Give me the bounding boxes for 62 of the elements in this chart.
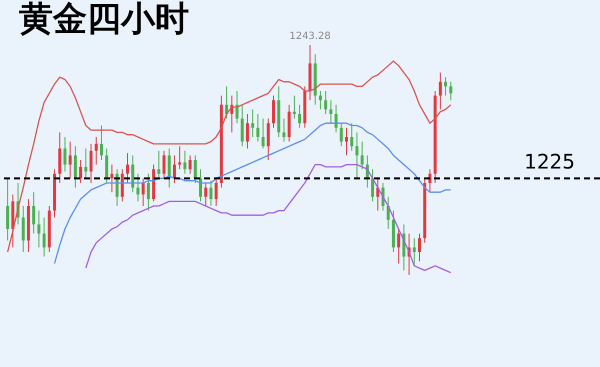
candlestick (42, 217, 46, 258)
chart-title: 黄金四小时 (19, 0, 189, 39)
candlestick (371, 168, 374, 202)
candlestick (146, 173, 150, 212)
candlestick (37, 210, 40, 248)
candlestick (188, 154, 192, 174)
candlestick (318, 90, 322, 110)
candlestick (63, 136, 66, 172)
candlestick (418, 233, 421, 262)
candlestick (131, 154, 134, 193)
candlestick (360, 141, 364, 170)
candlestick (262, 118, 265, 149)
candlestick (324, 90, 328, 114)
candlestick (397, 228, 400, 264)
candlestick (345, 127, 348, 156)
candlestick (194, 154, 197, 184)
candlestick (334, 104, 338, 133)
candlestick (444, 76, 448, 96)
candlestick (120, 168, 124, 202)
candlestick (22, 206, 25, 252)
candlestick (172, 154, 176, 184)
candlestick (100, 125, 103, 160)
candlestick (84, 148, 88, 179)
candlestick (209, 180, 212, 206)
candlestick (292, 95, 296, 120)
candlestick (136, 173, 140, 202)
candlestick (32, 192, 36, 234)
candlestick (272, 95, 276, 128)
candlestick (350, 122, 354, 152)
candlestick (355, 132, 358, 179)
candlestick (438, 72, 442, 110)
candlestick (256, 114, 260, 142)
candlestick (449, 81, 452, 101)
candlestick (162, 150, 166, 179)
candlestick (6, 178, 10, 241)
text: 1243.28 (289, 31, 331, 42)
candlestick (183, 150, 186, 174)
candlestick (157, 150, 160, 179)
candlestick (246, 114, 249, 149)
candlestick (240, 104, 244, 147)
candlestick (68, 141, 72, 179)
candlestick (126, 152, 130, 184)
candlestick (251, 108, 254, 138)
text: 1225 (524, 149, 575, 174)
candlestick (110, 164, 114, 193)
candlestick (298, 104, 302, 128)
candlestick (204, 182, 208, 206)
candlestick (386, 196, 390, 230)
candlestick (412, 238, 416, 266)
candlestick (79, 160, 82, 184)
candlestick (340, 122, 343, 147)
candlestick (90, 143, 93, 184)
candlestick (199, 168, 202, 202)
candlestick (105, 148, 108, 184)
candlestick (329, 100, 332, 124)
candlestick (266, 118, 270, 160)
candlestick (94, 136, 98, 166)
candlestick (142, 178, 145, 206)
candlestick (214, 178, 218, 206)
candlestick (282, 118, 286, 142)
candlestick (168, 148, 171, 188)
candlestick (74, 146, 77, 188)
